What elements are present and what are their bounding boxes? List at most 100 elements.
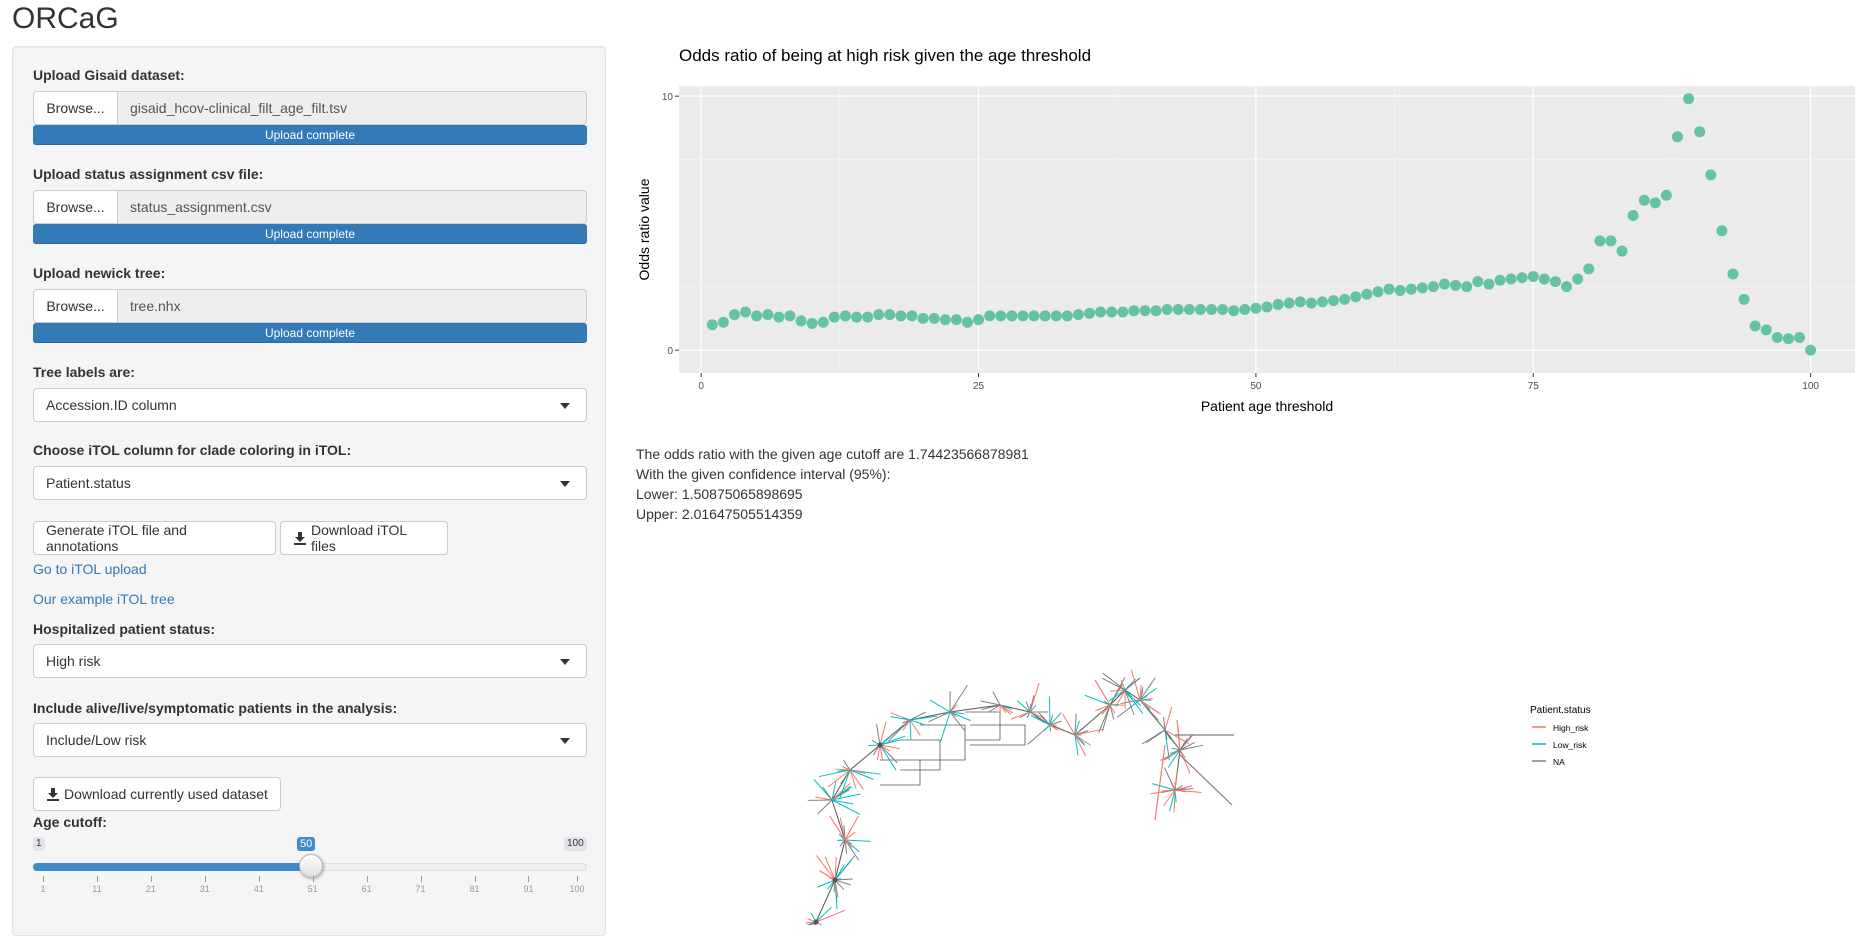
download-icon (293, 531, 307, 545)
tree-tip (1164, 768, 1175, 790)
status-csv-upload-label: Upload status assignment csv file: (33, 166, 263, 182)
newick-upload-label: Upload newick tree: (33, 265, 165, 281)
tree-tip (845, 832, 855, 840)
include-alive-value: Include/Low risk (46, 732, 146, 748)
slider-tick (259, 876, 260, 882)
newick-file-input: Browse... tree.nhx (33, 289, 587, 323)
slider-tick (205, 876, 206, 882)
slider-max-label: 100 (564, 837, 587, 851)
age-cutoff-slider-handle[interactable] (299, 854, 323, 878)
phylogenetic-tree-plot: Patient.status High_risk Low_risk NA (620, 0, 1855, 925)
newick-file-name: tree.nhx (118, 289, 587, 323)
slider-tick-label: 61 (357, 884, 377, 894)
newick-browse-button[interactable]: Browse... (33, 289, 118, 323)
age-cutoff-label: Age cutoff: (33, 814, 107, 830)
tree-tip (1165, 707, 1172, 730)
app-title: ORCaG (12, 0, 119, 38)
tree-tip (1085, 695, 1110, 705)
slider-tick-label: 1 (33, 884, 53, 894)
tree-labels-select[interactable]: Accession.ID column (33, 388, 587, 422)
itol-column-value: Patient.status (46, 475, 131, 491)
slider-tick (528, 876, 529, 882)
download-dataset-button[interactable]: Download currently used dataset (33, 777, 281, 811)
download-dataset-label: Download currently used dataset (64, 786, 268, 802)
tree-tip (1155, 745, 1165, 820)
tree-tip (845, 840, 871, 841)
tree-tip (1180, 750, 1190, 773)
tree-tip (910, 720, 911, 740)
tree-tip (818, 800, 832, 814)
tree-tip (1053, 726, 1075, 735)
tree-tip (1175, 771, 1177, 790)
status-csv-browse-button[interactable]: Browse... (33, 190, 118, 224)
gisaid-browse-button[interactable]: Browse... (33, 91, 118, 125)
tree-legend-item: NA (1553, 757, 1565, 767)
tree-legend-item: Low_risk (1553, 740, 1587, 750)
tree-labels-value: Accession.ID column (46, 397, 177, 413)
hospitalized-status-value: High risk (46, 653, 100, 669)
tree-tip (1110, 690, 1125, 691)
tree-tip (950, 685, 967, 712)
tree-branch (920, 725, 965, 760)
slider-tick (421, 876, 422, 882)
tree-tip (877, 724, 880, 745)
tree-tip (1125, 678, 1140, 690)
status-csv-upload-progress: Upload complete (33, 224, 587, 244)
tree-branch (965, 712, 1000, 740)
slider-tick (577, 876, 578, 882)
itol-column-select[interactable]: Patient.status (33, 466, 587, 500)
itol-upload-link[interactable]: Go to iTOL upload (33, 561, 147, 577)
slider-tick-label: 91 (518, 884, 538, 894)
slider-tick (367, 876, 368, 882)
chevron-down-icon (560, 738, 570, 744)
slider-tick (97, 876, 98, 882)
status-csv-file-input: Browse... status_assignment.csv (33, 190, 587, 224)
tree-branch (880, 760, 920, 785)
generate-itol-button[interactable]: Generate iTOL file and annotations (33, 521, 276, 555)
tree-tip (1142, 730, 1165, 744)
tree-legend-item: High_risk (1553, 723, 1589, 733)
phylogenetic-tree (787, 670, 1234, 925)
tree-legend: Patient.status High_risk Low_risk NA (1530, 705, 1591, 767)
tree-tip (1095, 680, 1110, 705)
tree-branch (950, 705, 1000, 712)
tree-node (833, 878, 838, 883)
slider-tick-label: 100 (567, 884, 587, 894)
gisaid-upload-progress: Upload complete (33, 125, 587, 145)
tree-node (814, 920, 819, 925)
download-icon (46, 787, 60, 801)
download-itol-button[interactable]: Download iTOL files (280, 521, 448, 555)
slider-tick (43, 876, 44, 882)
hospitalized-status-label: Hospitalized patient status: (33, 621, 215, 637)
gisaid-file-name: gisaid_hcov-clinical_filt_age_filt.tsv (118, 91, 587, 125)
tree-tip (930, 700, 950, 712)
example-itol-tree-link[interactable]: Our example iTOL tree (33, 591, 175, 607)
tree-branch (1075, 705, 1110, 735)
tree-tip (823, 787, 832, 800)
main-panel: Odds ratio of being at high risk given t… (620, 0, 1855, 925)
slider-min-label: 1 (33, 837, 45, 851)
tree-tip (1165, 750, 1180, 760)
chevron-down-icon (560, 659, 570, 665)
tree-tip (1152, 784, 1175, 790)
status-csv-file-name: status_assignment.csv (118, 190, 587, 224)
slider-tick-label: 41 (249, 884, 269, 894)
tree-tip (941, 712, 950, 741)
tree-legend-title: Patient.status (1530, 705, 1591, 716)
hospitalized-status-select[interactable]: High risk (33, 644, 587, 678)
slider-tick (475, 876, 476, 882)
tree-tip (850, 770, 856, 789)
tree-tip (1044, 725, 1050, 731)
include-alive-select[interactable]: Include/Low risk (33, 723, 587, 757)
chevron-down-icon (560, 403, 570, 409)
slider-tick-label: 71 (411, 884, 431, 894)
slider-tick-label: 81 (465, 884, 485, 894)
tree-branch (850, 745, 880, 770)
tree-tip (1180, 755, 1232, 805)
age-cutoff-slider-bar (33, 863, 311, 871)
gisaid-file-input: Browse... gisaid_hcov-clinical_filt_age_… (33, 91, 587, 125)
tree-labels-label: Tree labels are: (33, 364, 135, 380)
tree-tip (993, 692, 1000, 705)
gisaid-upload-label: Upload Gisaid dataset: (33, 67, 185, 83)
tree-tip (1063, 714, 1075, 735)
